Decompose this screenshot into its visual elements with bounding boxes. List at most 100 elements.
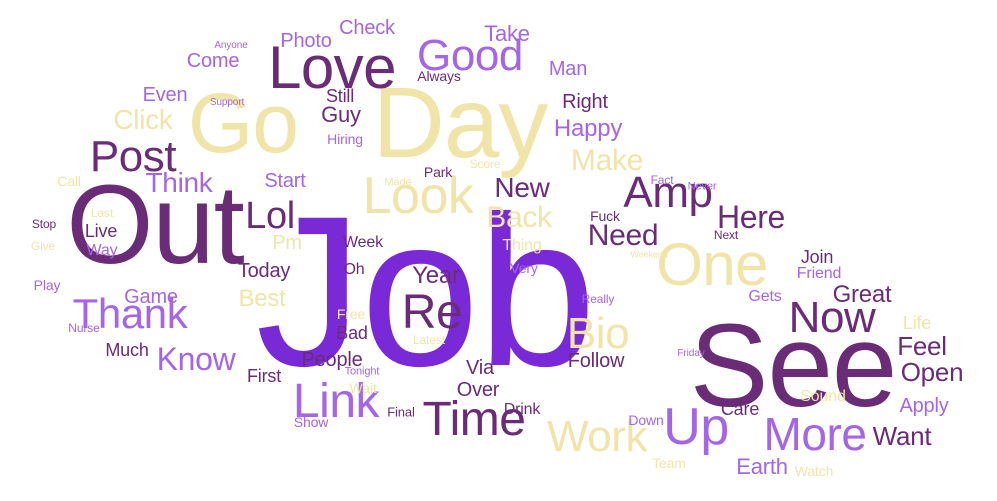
word-open: Open [900, 357, 964, 387]
word-up: Up [663, 398, 729, 456]
word-want: Want [872, 421, 932, 451]
word-really: Really [581, 292, 615, 306]
word-link: Link [292, 375, 380, 428]
word-today: Today [237, 260, 291, 282]
word-thing: Thing [502, 237, 542, 254]
word-last: Last [90, 206, 114, 220]
word-lol: Lol [245, 195, 295, 237]
word-even: Even [142, 84, 188, 106]
word-first: First [246, 366, 282, 386]
word-life: Life [902, 313, 932, 333]
word-start: Start [264, 170, 306, 192]
word-love: Love [268, 34, 396, 101]
word-always: Always [417, 68, 461, 84]
word-next: Next [713, 228, 739, 242]
word-year: Year [412, 262, 460, 289]
word-re: Re [401, 286, 463, 339]
word-call: Call [57, 173, 81, 189]
word-more: More [763, 408, 867, 460]
word-sound: Sound [800, 388, 846, 405]
word-need: Need [587, 219, 659, 252]
word-game: Game [124, 286, 178, 308]
word-look: Look [362, 167, 474, 225]
word-good: Good [417, 31, 523, 80]
word-job: Job [255, 172, 597, 411]
word-feel: Feel [897, 331, 947, 361]
word-photo: Photo [280, 30, 332, 52]
word-go: Go [187, 76, 299, 170]
word-team: Team [652, 455, 686, 471]
word-thank: Thank [72, 290, 188, 337]
word-fact: Fact [650, 173, 674, 187]
word-week: Week [343, 234, 383, 251]
word-check: Check [339, 17, 395, 39]
word-happy: Happy [553, 115, 623, 142]
word-amp: Amp [623, 168, 713, 217]
word-join: Join [800, 247, 834, 267]
word-take: Take [484, 21, 530, 46]
word-park: Park [423, 164, 453, 180]
word-best: Best [238, 285, 286, 312]
word-over: Over [456, 379, 500, 401]
word-final: Final [387, 404, 415, 420]
word-know: Know [156, 341, 236, 377]
word-nurse: Nurse [68, 321, 100, 335]
word-apply: Apply [899, 395, 949, 417]
word-play: Play [33, 277, 61, 293]
word-earth: Earth [736, 454, 788, 479]
word-friend: Friend [796, 265, 842, 282]
word-score: Score [469, 157, 501, 171]
word-support: Support [209, 97, 245, 108]
word-via: Via [466, 357, 494, 379]
word-follow: Follow [567, 350, 625, 372]
word-oh: Oh [343, 261, 365, 278]
word-here: Here [716, 199, 786, 235]
word-click: Click [113, 104, 173, 135]
word-free: Free [336, 306, 366, 322]
word-watch: Watch [794, 463, 834, 479]
word-still: Still [325, 86, 355, 106]
word-come: Come [186, 50, 240, 72]
word-make: Make [570, 144, 644, 177]
word-gets: Gets [748, 288, 782, 305]
word-show: Show [293, 414, 329, 430]
word-people: People [301, 349, 363, 371]
word-see: See [689, 300, 898, 432]
word-care: Care [720, 399, 760, 419]
word-new: New [494, 172, 550, 203]
word-much: Much [105, 340, 149, 360]
word-bio: Bio [566, 309, 630, 358]
word-bad: Bad [336, 323, 368, 343]
word-one: One [656, 231, 768, 298]
word-fuck: Fuck [590, 208, 620, 224]
word-hiring: Hiring [327, 131, 363, 147]
word-give: Give [30, 239, 56, 253]
word-stop: Stop [31, 217, 57, 231]
word-right: Right [562, 91, 608, 113]
word-now: Now [788, 293, 876, 342]
word-weekend: Weekend [630, 249, 668, 260]
word-made: Made [384, 176, 412, 189]
word-work: Work [546, 412, 648, 461]
word-think: Think [145, 167, 213, 198]
word-day: Day [372, 67, 549, 179]
word-back: Back [486, 201, 552, 234]
word-never: Never [687, 180, 717, 193]
word-guy: Guy [321, 102, 361, 127]
word-anyone: Anyone [214, 40, 248, 51]
word-out: Out [66, 162, 244, 287]
word-tonight: Tonight [344, 365, 380, 378]
word-latest: Latest [413, 333, 445, 347]
word-pm: Pm [272, 232, 302, 254]
word-time: Time [422, 393, 526, 446]
word-post: Post [89, 132, 177, 181]
word-friday: Friday [677, 348, 705, 359]
word-down: Down [628, 412, 664, 428]
word-very: Very [510, 260, 538, 276]
word-live: Live [84, 221, 118, 241]
word-drink: Drink [503, 401, 541, 418]
word-great: Great [832, 281, 892, 308]
word-man: Man [548, 58, 588, 80]
word-way: Way [86, 242, 118, 259]
